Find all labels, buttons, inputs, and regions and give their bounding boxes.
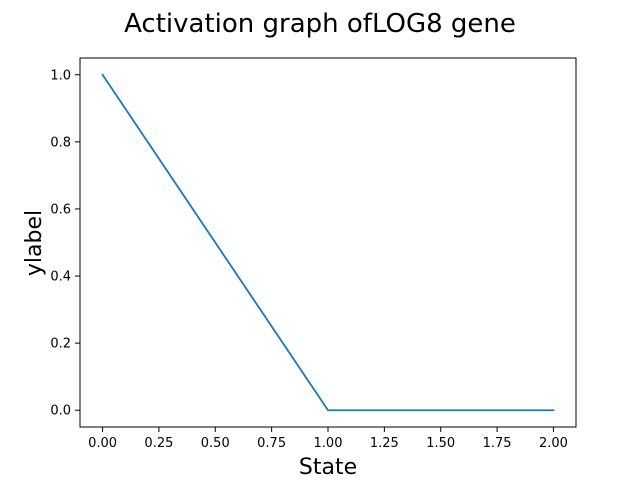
y-tick-label: 0.2 [50,337,71,352]
x-tick-label: 0.50 [201,436,230,451]
x-tick-label: 0.00 [88,436,117,451]
chart-title: Activation graph ofLOG8 gene [124,9,516,39]
y-axis-label: ylabel [22,210,47,276]
x-tick-label: 2.00 [539,436,568,451]
x-tick-label: 1.00 [314,436,343,451]
y-axis-ticks: 0.0 0.2 0.4 0.6 0.8 1.0 [50,68,80,419]
series-line [101,73,555,412]
x-tick-label: 0.25 [144,436,173,451]
x-tick-label: 1.75 [483,436,512,451]
y-tick-label: 1.0 [50,68,71,83]
plot-area: 0.00 0.25 0.50 0.75 1.00 1.25 1.50 1.75 2.00 0.0… [50,57,577,451]
axes-frame [79,57,577,428]
x-axis-ticks: 0.00 0.25 0.50 0.75 1.00 1.25 1.50 1.75 2.00 [88,427,568,451]
y-tick-label: 0.6 [50,202,71,217]
x-tick-label: 0.75 [257,436,286,451]
y-tick-label: 0.4 [50,270,71,285]
series-layer [101,73,555,412]
y-tick-label: 0.0 [50,404,71,419]
x-tick-label: 1.50 [426,436,455,451]
y-tick-label: 0.8 [50,135,71,150]
x-axis-label: State [299,455,357,480]
x-tick-label: 1.25 [370,436,399,451]
